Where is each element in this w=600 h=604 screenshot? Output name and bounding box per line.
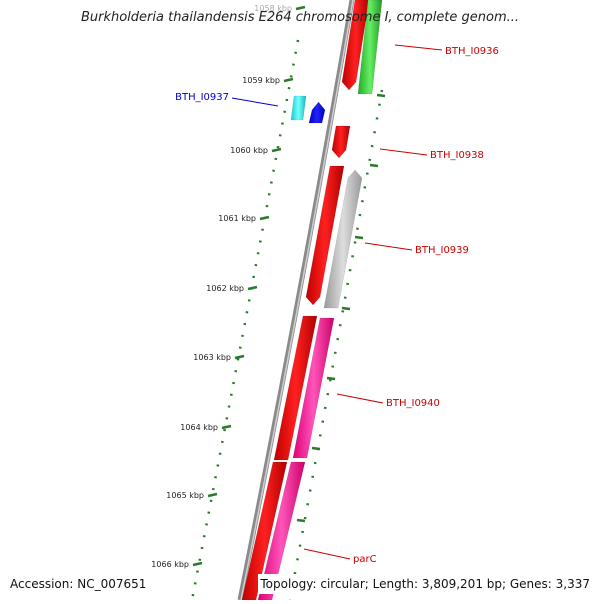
ruler-tick (259, 215, 270, 221)
gene-label: BTH_I0940 (386, 398, 440, 409)
gene-label-leader (336, 393, 384, 404)
gene-features (241, 0, 383, 601)
gene-block-bth-i0936-red (341, 0, 370, 91)
ruler-tick-label: 1063 kbp (193, 353, 231, 362)
ruler-tick (234, 354, 245, 360)
ruler-tick-label: 1062 kbp (206, 284, 244, 293)
gene-labels: BTH_I0936 BTH_I0937 BTH_I0938 BTH_I0939 BTH_… (175, 44, 499, 565)
ruler-tick-label: 1061 kbp (218, 214, 256, 223)
accession-text: Accession: NC_007651 (8, 574, 149, 594)
ruler-tick (283, 77, 294, 83)
ruler-tick-label: 1066 kbp (151, 560, 189, 569)
ruler-ticks: 1058 kbp 1059 kbp 1060 kbp 1061 kbp 1062 kbp… (151, 4, 386, 569)
chromosome-backbone (237, 0, 355, 601)
summary-text: Topology: circular; Length: 3,809,201 bp… (258, 574, 592, 594)
outer-ruler-tick (369, 163, 379, 168)
ruler-tick (192, 561, 203, 567)
gene-label-leader (364, 242, 413, 251)
gene-label: parC (353, 554, 377, 565)
gene-block-bth-i0939-gray (323, 169, 363, 309)
gene-block-bth-i0937-cyan (290, 95, 307, 121)
gene-label: BTH_I0936 (445, 46, 499, 57)
ruler-tick (207, 492, 218, 498)
ruler-tick-label: 1058 kbp (254, 4, 292, 13)
ruler-tick-label: 1060 kbp (230, 146, 268, 155)
outer-ruler-tick (296, 518, 306, 523)
gene-block-bth-i0937-blue (308, 101, 326, 124)
gene-block-bth-i0936-green (357, 0, 383, 95)
gene-block-bth-i0938 (331, 125, 351, 159)
gene-block-bth-i0939-red (305, 165, 345, 306)
outer-ruler-tick (354, 235, 364, 240)
ruler-tick (247, 285, 258, 291)
ruler-tick-label: 1059 kbp (242, 76, 280, 85)
gene-label: BTH_I0939 (415, 245, 469, 256)
outer-ruler-tick (311, 446, 321, 451)
ruler-tick (295, 5, 306, 11)
gene-block-bth-i0940-red (273, 315, 318, 461)
gene-label: BTH_I0938 (430, 150, 484, 161)
ruler-tick (271, 147, 282, 153)
outer-ruler-tick (341, 306, 351, 311)
ruler-tick-label: 1064 kbp (180, 423, 218, 432)
gene-label-leader (379, 148, 428, 156)
ruler-tick-label: 1065 kbp (166, 491, 204, 500)
chromosome-backbone-highlight (240, 0, 354, 601)
gene-label-leader (231, 97, 279, 107)
gene-block-bth-i0940-pink (292, 317, 335, 459)
outer-ruler-tick (376, 93, 386, 98)
gene-label-leader (303, 548, 351, 560)
outer-ruler-tick (326, 376, 336, 381)
gene-label: BTH_I0937 (175, 92, 229, 103)
ruler-tick (221, 424, 232, 430)
map-title: Burkholderia thailandensis E264 chromoso… (80, 10, 520, 25)
gene-label-leader (394, 44, 443, 51)
